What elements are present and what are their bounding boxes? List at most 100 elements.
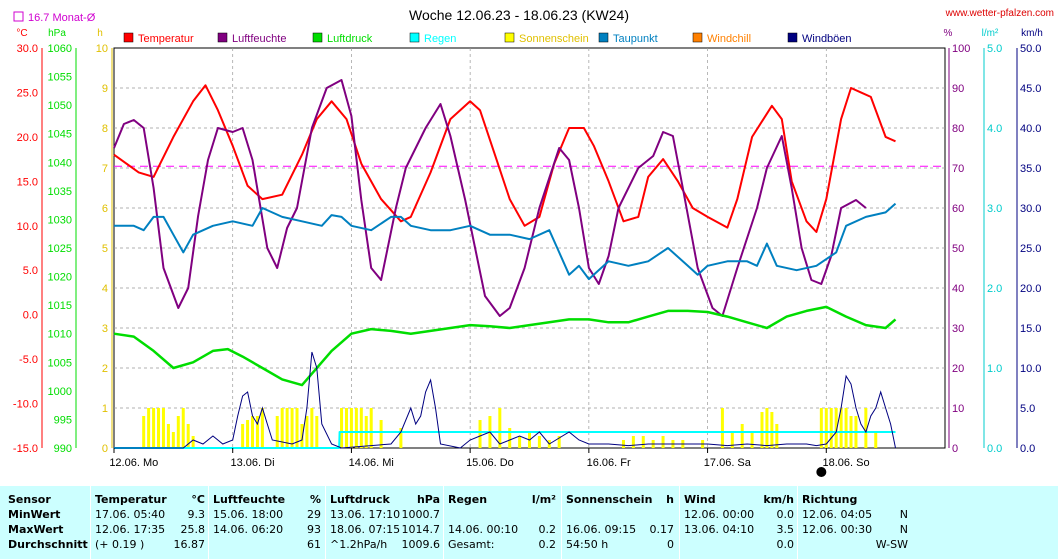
stats-wind-value: 3.5 bbox=[776, 523, 795, 536]
stats-header-0: Sensor bbox=[8, 493, 51, 506]
stats-temp-time: 12.06. 17:35 bbox=[95, 523, 166, 536]
stats-dir-value: N bbox=[899, 508, 908, 521]
stats-header-1: Temperatur bbox=[95, 493, 167, 506]
sunshine-bar-23 bbox=[305, 416, 309, 448]
x-label-6: 18.06. So bbox=[823, 457, 870, 469]
stats-divider bbox=[443, 486, 444, 559]
sunshine-bar-3 bbox=[152, 408, 156, 448]
sunshine-bar-39 bbox=[518, 436, 522, 448]
sunshine-bar-46 bbox=[641, 436, 645, 448]
stats-press-time: ^1.2hPa/h bbox=[330, 538, 388, 551]
stats-divider bbox=[90, 486, 91, 559]
sunshine-bar-27 bbox=[344, 408, 348, 448]
stats-hum-time: 14.06. 06:20 bbox=[213, 523, 284, 536]
tick-wind-4: 30.0 bbox=[1020, 203, 1041, 215]
tick-sun-3: 7 bbox=[102, 163, 108, 175]
tick-pressure-3: 1045 bbox=[48, 129, 72, 141]
tick-hum-5: 50 bbox=[952, 243, 964, 255]
chart-title: Woche 12.06.23 - 18.06.23 (KW24) bbox=[409, 7, 629, 23]
stats-unit-3: hPa bbox=[416, 493, 440, 506]
stats-hum-time: 15.06. 18:00 bbox=[213, 508, 284, 521]
sunshine-bar-33 bbox=[379, 420, 383, 448]
sunshine-bar-6 bbox=[166, 424, 170, 448]
stats-header-6: Wind bbox=[684, 493, 716, 506]
stats-press-value: 1014.7 bbox=[401, 523, 441, 536]
stats-unit-4: l/m² bbox=[531, 493, 556, 506]
sunshine-bar-8 bbox=[176, 416, 180, 448]
sunshine-bar-25 bbox=[315, 416, 319, 448]
sunshine-bar-69 bbox=[874, 432, 878, 448]
sunshine-bar-13 bbox=[246, 420, 250, 448]
sunshine-bar-21 bbox=[295, 408, 299, 448]
legend-swatch-2 bbox=[217, 32, 228, 43]
tick-pressure-9: 1015 bbox=[48, 300, 72, 312]
sunshine-bar-54 bbox=[740, 424, 744, 448]
stats-temp-time: (+ 0.19 ) bbox=[95, 538, 145, 551]
stats-unit-2: % bbox=[309, 493, 321, 506]
stats-unit-1: °C bbox=[191, 493, 205, 506]
tick-sun-0: 10 bbox=[96, 43, 108, 55]
tick-pressure-2: 1050 bbox=[48, 100, 72, 112]
stats-unit-6: km/h bbox=[763, 493, 794, 506]
tick-sun-4: 6 bbox=[102, 203, 108, 215]
stats-sun-value: 0 bbox=[667, 538, 674, 551]
x-label-4: 16.06. Fr bbox=[587, 457, 631, 469]
tick-sun-8: 2 bbox=[102, 363, 108, 375]
tick-rain-2: 3.0 bbox=[987, 203, 1002, 215]
sunshine-bar-53 bbox=[730, 432, 734, 448]
series-windboeen bbox=[114, 351, 896, 449]
sunshine-bar-63 bbox=[834, 408, 838, 448]
tick-pressure-13: 995 bbox=[54, 414, 72, 426]
stats-press-value: 1009.6 bbox=[401, 538, 441, 551]
stats-row-label: MinWert bbox=[8, 508, 61, 521]
legend-label-4: Regen bbox=[424, 33, 456, 45]
tick-wind-2: 40.0 bbox=[1020, 123, 1041, 135]
stats-rain-value: 0.2 bbox=[538, 538, 557, 551]
tick-sun-5: 5 bbox=[102, 243, 108, 255]
sunshine-bar-17 bbox=[275, 416, 279, 448]
sunshine-bar-5 bbox=[161, 408, 165, 448]
stats-rain-value: 0.2 bbox=[538, 523, 557, 536]
sunshine-bar-11 bbox=[191, 436, 195, 448]
chart-legend: Temperatur Luftfeuchte Luftdruck Regen Sonne… bbox=[123, 32, 852, 45]
stats-temp-value: 16.87 bbox=[173, 538, 206, 551]
sunshine-bar-58 bbox=[770, 412, 774, 448]
tick-temp-4: 10.0 bbox=[17, 221, 38, 233]
stats-temp-value: 9.3 bbox=[187, 508, 206, 521]
legend-label-1: Temperatur bbox=[138, 33, 194, 45]
tick-temp-1: 25.0 bbox=[17, 87, 38, 99]
x-label-2: 14.06. Mi bbox=[349, 457, 394, 469]
tick-temp-5: 5.0 bbox=[23, 265, 38, 277]
stats-temp-value: 25.8 bbox=[180, 523, 206, 536]
unit-wind: km/h bbox=[1021, 28, 1043, 39]
legend-swatch-5 bbox=[504, 32, 515, 43]
sunshine-bar-59 bbox=[775, 424, 779, 448]
sunshine-bar-22 bbox=[300, 424, 304, 448]
stats-wind-value: 0.0 bbox=[776, 508, 795, 521]
sunshine-bar-26 bbox=[340, 408, 344, 448]
stats-press-time: 13.06. 17:10 bbox=[330, 508, 401, 521]
stats-divider bbox=[208, 486, 209, 559]
sunshine-bar-65 bbox=[844, 408, 848, 448]
sunshine-bar-41 bbox=[537, 436, 541, 448]
site-link[interactable]: www.wetter-pfalzen.com bbox=[945, 8, 1054, 19]
legend-label-7: Windchill bbox=[707, 33, 751, 45]
stats-hum-value: 61 bbox=[307, 538, 321, 551]
tick-sun-6: 4 bbox=[102, 283, 108, 295]
unit-temp: °C bbox=[16, 28, 27, 39]
tick-rain-1: 4.0 bbox=[987, 123, 1002, 135]
stats-wind-value: 0.0 bbox=[776, 538, 795, 551]
x-axis-labels: 12.06. Mo 13.06. Di 14.06. Mi 15.06. Do 16.0… bbox=[109, 448, 870, 477]
tick-hum-6: 40 bbox=[952, 283, 964, 295]
series-luftfeuchte bbox=[113, 79, 867, 317]
tick-wind-7: 15.0 bbox=[1020, 323, 1041, 335]
tick-pressure-10: 1010 bbox=[48, 329, 72, 341]
stats-sun-value: 0.17 bbox=[649, 523, 675, 536]
stats-sun-time: 16.06. 09:15 bbox=[566, 523, 637, 536]
sunshine-bar-68 bbox=[864, 408, 868, 448]
stats-dir-value: N bbox=[899, 523, 908, 536]
tick-sun-7: 3 bbox=[102, 323, 108, 335]
tick-pressure-14: 990 bbox=[54, 443, 72, 455]
tick-hum-10: 0 bbox=[952, 443, 958, 455]
stats-dir-time: 12.06. 00:30 bbox=[802, 523, 873, 536]
